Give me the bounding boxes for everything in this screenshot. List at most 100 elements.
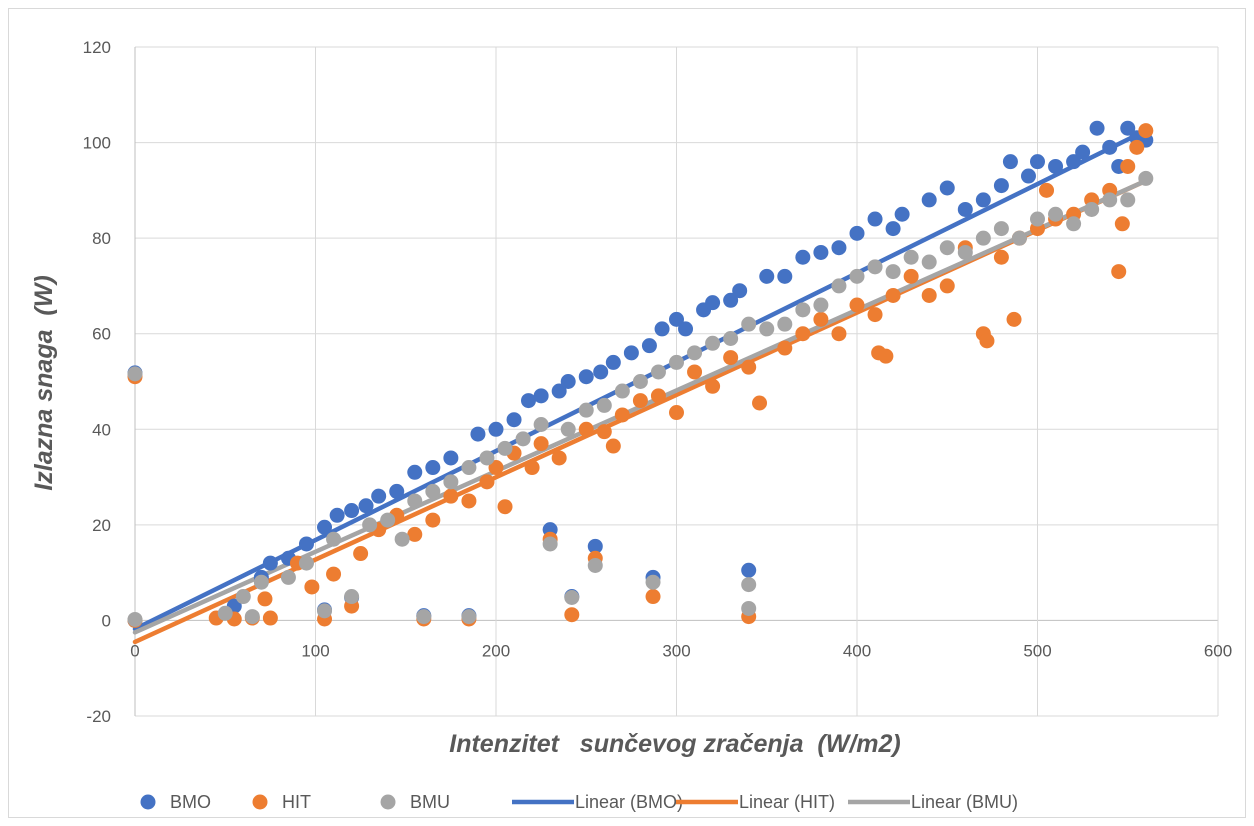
data-point-hit bbox=[257, 591, 273, 607]
data-point-hit bbox=[614, 407, 630, 423]
data-point-bmu bbox=[443, 474, 459, 490]
data-point-bmo bbox=[939, 180, 955, 196]
data-point-hit bbox=[596, 424, 612, 440]
data-point-bmu bbox=[831, 278, 847, 294]
data-point-hit bbox=[1111, 264, 1127, 280]
x-tick-label: 500 bbox=[1023, 641, 1051, 660]
data-point-bmu bbox=[596, 397, 612, 413]
data-point-bmo bbox=[1120, 120, 1136, 136]
data-point-bmo bbox=[831, 240, 847, 256]
data-point-hit bbox=[795, 326, 811, 342]
data-point-bmo bbox=[578, 369, 594, 385]
data-point-bmo bbox=[506, 412, 522, 428]
data-point-hit bbox=[1120, 158, 1136, 174]
data-point-bmu bbox=[705, 335, 721, 351]
data-point-hit bbox=[777, 340, 793, 356]
data-point-bmu bbox=[587, 557, 603, 573]
data-point-bmu bbox=[235, 589, 251, 605]
data-point-hit bbox=[878, 348, 894, 364]
data-point-bmu bbox=[533, 417, 549, 433]
data-point-bmo bbox=[488, 421, 504, 437]
data-point-bmo bbox=[358, 498, 374, 514]
x-tick-labels: 0 100 200 300 400 500 600 bbox=[130, 641, 1232, 660]
y-tick-label: 0 bbox=[102, 611, 111, 630]
data-point-hit bbox=[723, 350, 739, 366]
data-point-hit bbox=[497, 499, 513, 515]
data-point-bmo bbox=[329, 507, 345, 523]
data-point-hit bbox=[885, 287, 901, 303]
data-point-hit bbox=[979, 333, 995, 349]
data-point-bmo bbox=[795, 249, 811, 265]
data-point-bmu bbox=[813, 297, 829, 313]
legend-label: Linear (BMU) bbox=[911, 792, 1018, 812]
data-point-bmo bbox=[1002, 154, 1018, 170]
data-point-bmo bbox=[867, 211, 883, 227]
data-point-bmo bbox=[885, 221, 901, 237]
data-point-hit bbox=[831, 326, 847, 342]
data-point-bmu bbox=[425, 483, 441, 499]
data-point-hit bbox=[578, 421, 594, 437]
data-point-hit bbox=[1129, 139, 1145, 155]
data-point-bmu bbox=[903, 249, 919, 265]
legend-label: Linear (HIT) bbox=[739, 792, 835, 812]
data-point-hit bbox=[741, 359, 757, 375]
data-point-bmu bbox=[394, 531, 410, 547]
data-point-hit bbox=[479, 474, 495, 490]
data-point-hit bbox=[425, 512, 441, 528]
data-point-bmu bbox=[362, 517, 378, 533]
data-point-bmo bbox=[777, 268, 793, 284]
x-tick-label: 600 bbox=[1204, 641, 1232, 660]
data-point-hit bbox=[1006, 311, 1022, 327]
data-point-hit bbox=[687, 364, 703, 380]
data-point-bmu bbox=[777, 316, 793, 332]
data-point-bmo bbox=[732, 283, 748, 299]
data-point-hit bbox=[1114, 216, 1130, 232]
data-point-bmo bbox=[551, 383, 567, 399]
data-point-bmu bbox=[885, 264, 901, 280]
x-tick-label: 100 bbox=[301, 641, 329, 660]
data-point-bmu bbox=[280, 569, 296, 585]
x-tick-label: 0 bbox=[130, 641, 139, 660]
data-point-hit bbox=[813, 311, 829, 327]
data-point-bmo bbox=[1102, 139, 1118, 155]
data-point-bmo bbox=[605, 354, 621, 370]
data-point-bmu bbox=[1138, 170, 1154, 186]
data-point-bmo bbox=[705, 295, 721, 311]
data-point-hit bbox=[705, 378, 721, 394]
data-point-bmu bbox=[957, 244, 973, 260]
legend: BMO HIT BMU Linear (BMO) Linear (HIT) Linear … bbox=[140, 792, 1018, 812]
data-point-bmo bbox=[389, 483, 405, 499]
data-point-bmu bbox=[578, 402, 594, 418]
data-point-bmo bbox=[317, 519, 333, 535]
data-point-bmu bbox=[244, 609, 260, 625]
y-tick-label: 60 bbox=[92, 325, 111, 344]
data-point-bmu bbox=[1102, 192, 1118, 208]
data-point-bmo bbox=[975, 192, 991, 208]
y-tick-label: 20 bbox=[92, 516, 111, 535]
data-point-hit bbox=[551, 450, 567, 466]
data-point-bmo bbox=[593, 364, 609, 380]
data-point-bmu bbox=[1048, 206, 1064, 222]
data-point-bmu bbox=[515, 431, 531, 447]
data-point-bmu bbox=[380, 512, 396, 528]
x-axis-title: Intenzitet sunčevog zračenja (W/m2) bbox=[449, 730, 900, 758]
data-point-bmu bbox=[560, 421, 576, 437]
data-point-bmu bbox=[921, 254, 937, 270]
data-point-hit bbox=[921, 287, 937, 303]
data-point-hit bbox=[488, 460, 504, 476]
data-point-bmu bbox=[344, 589, 360, 605]
data-point-hit bbox=[752, 395, 768, 411]
data-point-bmu bbox=[326, 531, 342, 547]
data-point-bmu bbox=[614, 383, 630, 399]
data-point-bmu bbox=[645, 574, 661, 590]
data-point-bmo bbox=[533, 388, 549, 404]
data-point-bmo bbox=[587, 538, 603, 554]
data-point-bmo bbox=[262, 555, 278, 571]
data-point-bmu bbox=[650, 364, 666, 380]
data-point-hit bbox=[993, 249, 1009, 265]
data-point-bmo bbox=[641, 338, 657, 354]
data-point-hit bbox=[867, 307, 883, 323]
data-point-hit bbox=[849, 297, 865, 313]
legend-label: BMO bbox=[170, 792, 211, 812]
data-point-bmu bbox=[217, 605, 233, 621]
